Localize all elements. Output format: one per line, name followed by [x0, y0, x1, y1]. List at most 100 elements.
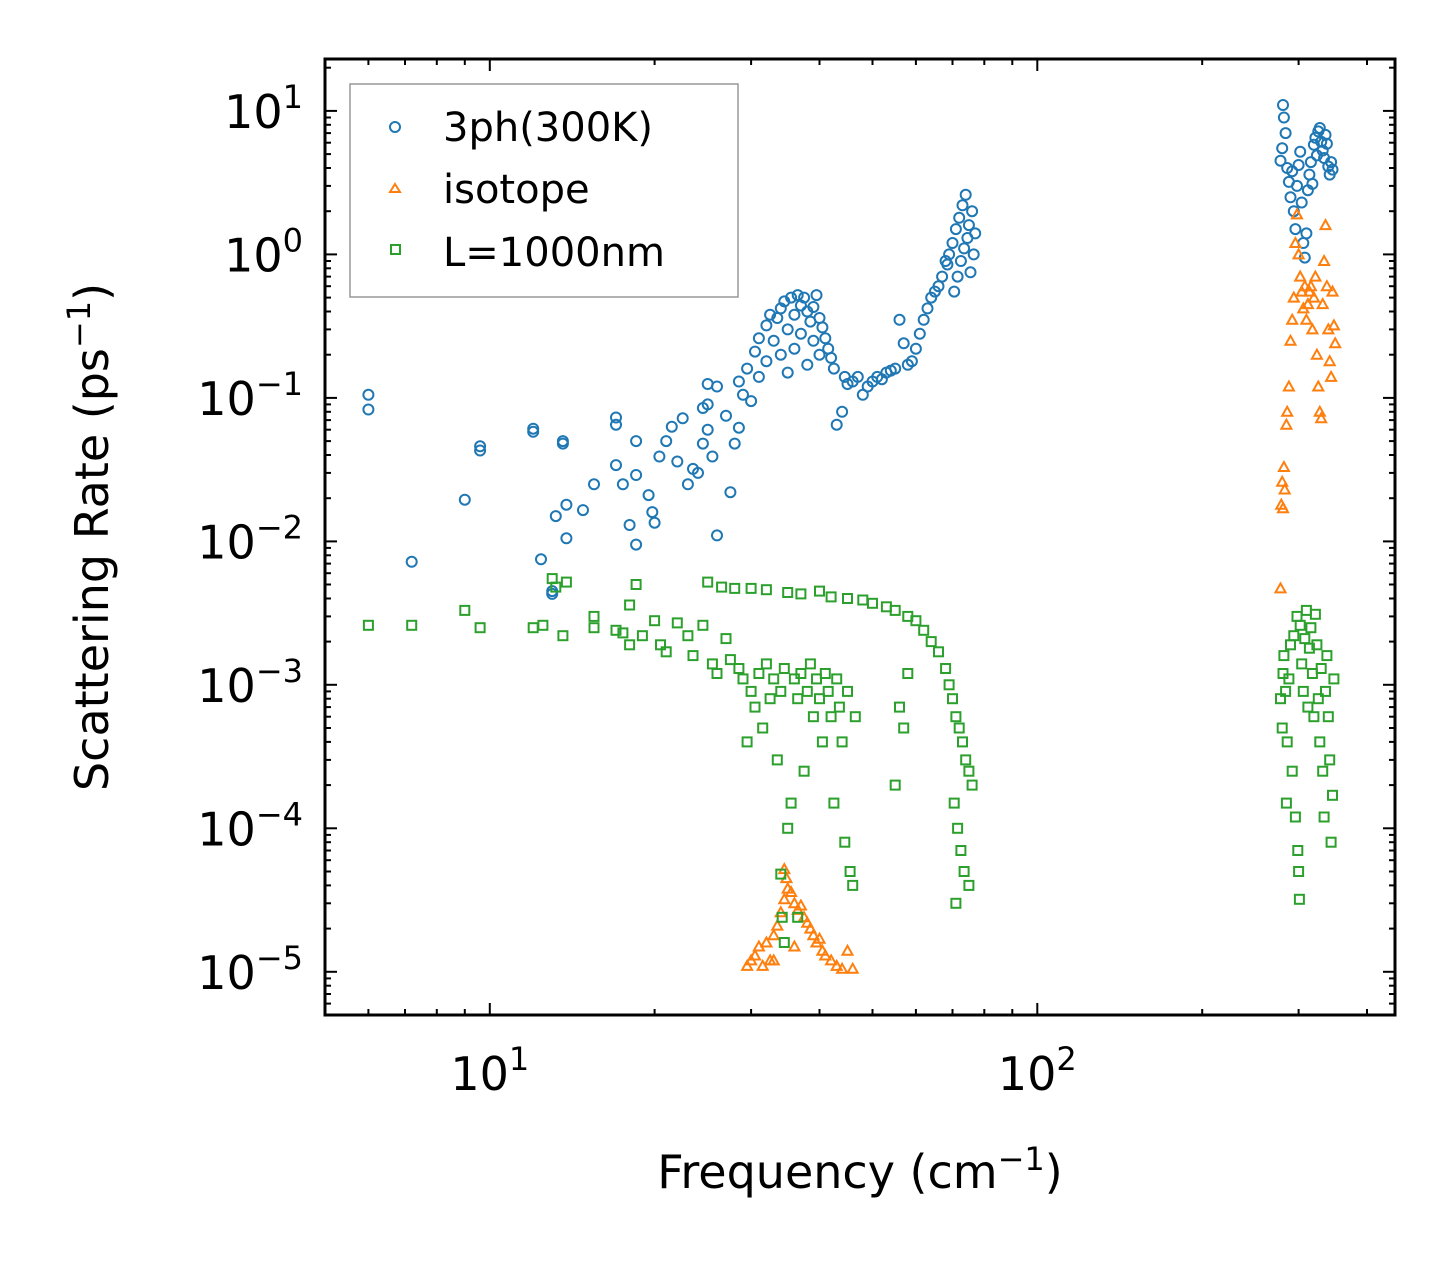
data-point: [610, 411, 622, 424]
data-point: [1308, 269, 1323, 282]
data-point: [889, 779, 901, 791]
data-point: [785, 797, 797, 809]
data-point: [764, 693, 776, 705]
data-point: [807, 711, 819, 723]
data-point: [778, 937, 790, 948]
data-point: [1291, 247, 1306, 260]
data-point: [801, 358, 814, 371]
data-point: [828, 797, 840, 809]
data-point: [1309, 608, 1321, 620]
data-point: [1328, 673, 1340, 685]
data-point: [782, 587, 794, 598]
data-point: [1306, 668, 1318, 679]
data-point: [1277, 111, 1290, 124]
data-point: [1296, 658, 1308, 670]
data-point: [682, 630, 694, 642]
data-point: [549, 510, 562, 523]
data-point: [950, 711, 962, 723]
data-point: [749, 701, 761, 713]
data-point: [745, 582, 757, 594]
data-point: [1286, 765, 1298, 777]
data-point: [956, 199, 969, 212]
data-point: [1278, 650, 1290, 662]
data-point: [630, 579, 642, 590]
data-point: [724, 654, 736, 666]
data-point: [1294, 619, 1306, 631]
legend-label-l1000nm: L=1000nm: [443, 230, 665, 276]
data-point: [1328, 336, 1342, 349]
data-point: [362, 619, 374, 631]
data-point: [946, 237, 959, 249]
data-point: [795, 588, 807, 600]
data-point: [648, 516, 661, 529]
data-point: [1277, 99, 1289, 111]
data-point: [716, 581, 728, 593]
data-point: [775, 685, 787, 697]
data-point: [941, 258, 954, 271]
data-point: [1291, 610, 1303, 622]
data-point: [1291, 179, 1303, 192]
data-point: [953, 211, 966, 224]
data-point: [630, 538, 643, 551]
data-point: [610, 624, 622, 636]
data-point: [616, 478, 629, 491]
data-point: [814, 585, 825, 597]
data-point: [752, 332, 765, 345]
data-point: [969, 227, 982, 240]
data-point: [1280, 404, 1294, 417]
data-point: [1311, 639, 1323, 651]
data-point: [623, 519, 636, 531]
data-point: [1305, 322, 1320, 335]
data-point: [671, 455, 684, 468]
data-point: [1325, 284, 1340, 297]
data-point: [1292, 159, 1305, 171]
data-point: [921, 302, 934, 315]
data-point: [836, 405, 849, 418]
data-point: [778, 663, 790, 674]
data-point: [925, 291, 938, 304]
data-point: [1287, 290, 1301, 303]
data-point: [711, 380, 723, 393]
data-point: [949, 223, 962, 236]
data-point: [1284, 191, 1297, 204]
data-point: [825, 591, 837, 603]
data-point: [1327, 789, 1338, 801]
data-point: [794, 327, 807, 340]
data-point: [588, 478, 600, 491]
data-point: [733, 663, 745, 674]
data-point: [630, 469, 643, 481]
plot-frame: [323, 57, 1397, 1017]
data-point: [760, 584, 772, 596]
y-tick-label: 10−2: [197, 508, 303, 569]
data-point: [849, 711, 861, 723]
data-point: [1288, 630, 1300, 642]
data-point: [806, 928, 821, 941]
data-point: [653, 450, 666, 463]
data-point: [811, 673, 822, 685]
data-point: [1299, 633, 1311, 645]
data-point: [655, 639, 666, 651]
tick-label-layer: 101 102 101 100 10−1 10−2 10−3 10−4 10−5: [197, 78, 1076, 1101]
data-point: [646, 506, 659, 519]
data-point: [706, 450, 719, 463]
data-point: [728, 437, 741, 450]
data-point: [842, 593, 853, 604]
data-point: [798, 765, 810, 777]
data-point: [696, 402, 709, 414]
data-point: [550, 581, 562, 593]
data-point: [753, 668, 765, 679]
data-point: [836, 736, 848, 748]
data-point: [1324, 369, 1338, 382]
data-point: [777, 892, 791, 905]
data-point: [588, 610, 600, 622]
data-point: [800, 915, 814, 928]
data-point: [1278, 482, 1292, 495]
data-point: [767, 928, 781, 941]
data-point: [560, 532, 573, 545]
data-point: [687, 650, 699, 662]
data-point: [867, 597, 878, 609]
data-point: [577, 504, 589, 517]
data-point: [1292, 845, 1304, 856]
data-point: [1277, 459, 1291, 472]
data-point: [774, 302, 787, 315]
